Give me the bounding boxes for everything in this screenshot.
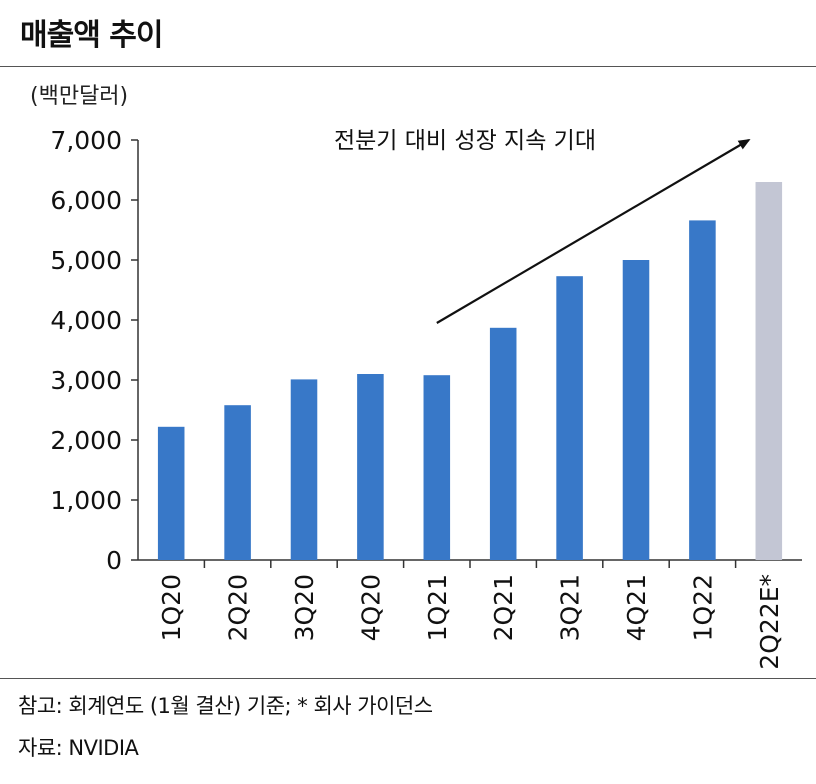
chart-title: 매출액 추이 — [20, 18, 163, 53]
trend-arrow — [436, 138, 751, 324]
bar-3q20 — [290, 379, 318, 560]
x-tick-label: 2Q20 — [224, 574, 253, 641]
top-divider — [0, 66, 816, 67]
x-tick-label: 2Q21 — [489, 574, 518, 641]
x-tick-label: 3Q20 — [290, 574, 319, 641]
bar-1q22 — [689, 220, 716, 560]
x-tick-label: 4Q20 — [356, 574, 385, 641]
bar-1q21 — [423, 375, 451, 560]
x-tick-label: 2Q22E* — [755, 574, 784, 670]
footnote-source: 자료: NVIDIA — [18, 736, 139, 760]
bottom-divider — [0, 678, 816, 679]
y-tick-label: 6,000 — [50, 186, 122, 215]
y-tick-label: 2,000 — [50, 426, 122, 455]
bar-4q20 — [357, 374, 384, 560]
x-tick-label: 4Q21 — [622, 574, 651, 641]
y-tick-label: 0 — [106, 546, 122, 575]
bar-2q20 — [224, 405, 251, 560]
x-tick-label: 1Q20 — [157, 574, 186, 641]
x-tick-label: 3Q21 — [556, 574, 585, 641]
bar-2q22e — [755, 182, 783, 560]
y-tick-label: 5,000 — [50, 246, 122, 275]
y-tick-label: 7,000 — [50, 126, 122, 155]
trend-annotation: 전분기 대비 성장 지속 기대 — [334, 128, 596, 154]
footnote-note: 참고: 회계연도 (1월 결산) 기준; * 회사 가이던스 — [18, 694, 433, 718]
bar-1q20 — [157, 426, 185, 560]
y-tick-label: 3,000 — [50, 366, 122, 395]
x-tick-label: 1Q22 — [688, 574, 717, 641]
x-tick-label: 1Q21 — [423, 574, 452, 641]
y-axis-unit-label: (백만달러) — [30, 84, 128, 109]
bar-4q21 — [622, 260, 650, 560]
y-tick-label: 4,000 — [50, 306, 122, 335]
y-tick-label: 1,000 — [50, 486, 122, 515]
bar-2q21 — [489, 327, 517, 560]
revenue-bar-chart: (백만달러) 0 1,000 2,000 3,000 4,000 5,000 6,000 7,… — [30, 84, 802, 670]
bar-3q21 — [556, 276, 583, 560]
